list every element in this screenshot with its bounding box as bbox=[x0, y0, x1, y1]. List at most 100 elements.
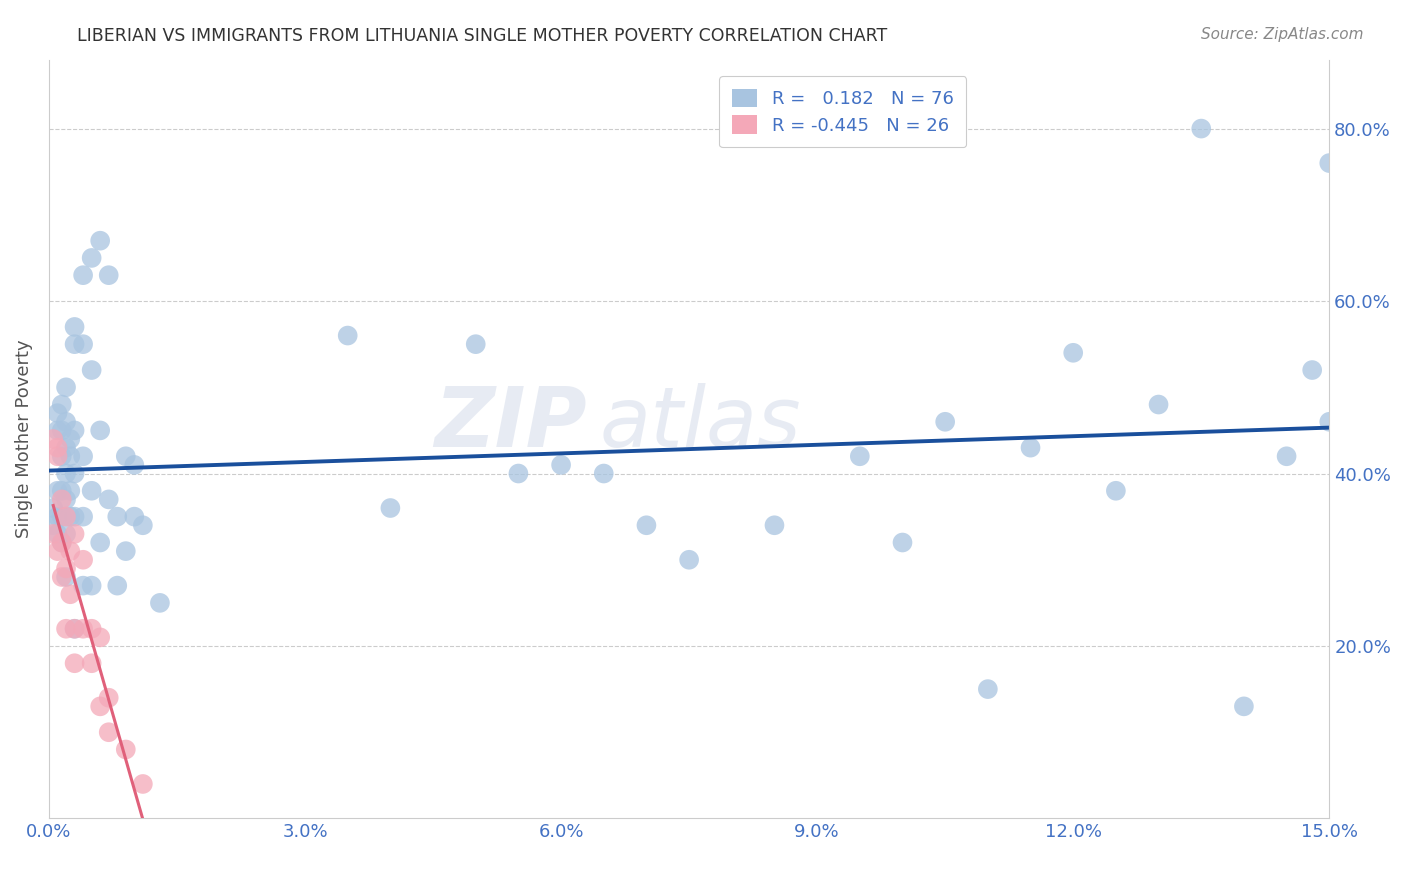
Point bbox=[46, 406, 69, 420]
Point bbox=[63, 657, 86, 671]
Point bbox=[55, 561, 77, 575]
Point bbox=[51, 424, 73, 438]
Point bbox=[97, 690, 120, 705]
Point bbox=[42, 527, 65, 541]
Point bbox=[46, 441, 69, 455]
Point bbox=[72, 509, 94, 524]
Point bbox=[1189, 121, 1212, 136]
Point bbox=[63, 527, 86, 541]
Point bbox=[114, 544, 136, 558]
Point bbox=[55, 380, 77, 394]
Point bbox=[124, 458, 146, 472]
Point bbox=[80, 657, 103, 671]
Point bbox=[80, 622, 103, 636]
Point bbox=[89, 699, 111, 714]
Point bbox=[132, 777, 155, 791]
Point bbox=[55, 527, 77, 541]
Point bbox=[55, 441, 77, 455]
Point bbox=[80, 251, 103, 265]
Point bbox=[55, 492, 77, 507]
Point bbox=[63, 337, 86, 351]
Point bbox=[89, 535, 111, 549]
Point bbox=[55, 415, 77, 429]
Point bbox=[51, 509, 73, 524]
Point bbox=[72, 337, 94, 351]
Text: atlas: atlas bbox=[599, 384, 801, 465]
Point bbox=[51, 535, 73, 549]
Point bbox=[46, 527, 69, 541]
Point bbox=[1317, 156, 1340, 170]
Point bbox=[51, 450, 73, 464]
Point bbox=[132, 518, 155, 533]
Point bbox=[63, 622, 86, 636]
Y-axis label: Single Mother Poverty: Single Mother Poverty bbox=[15, 340, 32, 539]
Point bbox=[636, 518, 658, 533]
Point bbox=[55, 570, 77, 584]
Point bbox=[46, 483, 69, 498]
Point bbox=[72, 579, 94, 593]
Point bbox=[63, 320, 86, 334]
Point bbox=[63, 622, 86, 636]
Point bbox=[55, 509, 77, 524]
Point bbox=[550, 458, 572, 472]
Point bbox=[63, 467, 86, 481]
Point bbox=[124, 509, 146, 524]
Point bbox=[80, 579, 103, 593]
Point bbox=[934, 415, 956, 429]
Point bbox=[51, 398, 73, 412]
Point bbox=[1105, 483, 1128, 498]
Point bbox=[89, 234, 111, 248]
Point bbox=[51, 570, 73, 584]
Text: ZIP: ZIP bbox=[434, 384, 586, 465]
Point bbox=[51, 492, 73, 507]
Point bbox=[63, 424, 86, 438]
Point bbox=[72, 622, 94, 636]
Point bbox=[59, 509, 82, 524]
Point bbox=[55, 622, 77, 636]
Point bbox=[97, 268, 120, 283]
Point bbox=[80, 363, 103, 377]
Point bbox=[380, 501, 402, 516]
Point bbox=[891, 535, 914, 549]
Point bbox=[59, 432, 82, 446]
Text: LIBERIAN VS IMMIGRANTS FROM LITHUANIA SINGLE MOTHER POVERTY CORRELATION CHART: LIBERIAN VS IMMIGRANTS FROM LITHUANIA SI… bbox=[77, 27, 887, 45]
Point bbox=[849, 450, 872, 464]
Point bbox=[59, 450, 82, 464]
Point bbox=[89, 631, 111, 645]
Point bbox=[336, 328, 359, 343]
Point bbox=[89, 424, 111, 438]
Point bbox=[1233, 699, 1256, 714]
Point bbox=[1317, 415, 1340, 429]
Point bbox=[105, 579, 128, 593]
Point bbox=[1275, 450, 1298, 464]
Point bbox=[80, 483, 103, 498]
Point bbox=[46, 424, 69, 438]
Legend: R =   0.182   N = 76, R = -0.445   N = 26: R = 0.182 N = 76, R = -0.445 N = 26 bbox=[720, 76, 966, 147]
Point bbox=[114, 742, 136, 756]
Point bbox=[72, 553, 94, 567]
Point bbox=[51, 535, 73, 549]
Point bbox=[1019, 441, 1042, 455]
Point bbox=[46, 509, 69, 524]
Point bbox=[55, 467, 77, 481]
Point bbox=[149, 596, 172, 610]
Point bbox=[1301, 363, 1323, 377]
Point bbox=[63, 509, 86, 524]
Point bbox=[592, 467, 614, 481]
Point bbox=[678, 553, 700, 567]
Point bbox=[1062, 346, 1084, 360]
Point bbox=[42, 518, 65, 533]
Point bbox=[114, 450, 136, 464]
Text: Source: ZipAtlas.com: Source: ZipAtlas.com bbox=[1201, 27, 1364, 42]
Point bbox=[46, 450, 69, 464]
Point bbox=[42, 501, 65, 516]
Point bbox=[59, 483, 82, 498]
Point bbox=[105, 509, 128, 524]
Point bbox=[97, 492, 120, 507]
Point bbox=[72, 450, 94, 464]
Point bbox=[977, 682, 1000, 697]
Point bbox=[72, 268, 94, 283]
Point bbox=[508, 467, 530, 481]
Point bbox=[1147, 398, 1170, 412]
Point bbox=[42, 432, 65, 446]
